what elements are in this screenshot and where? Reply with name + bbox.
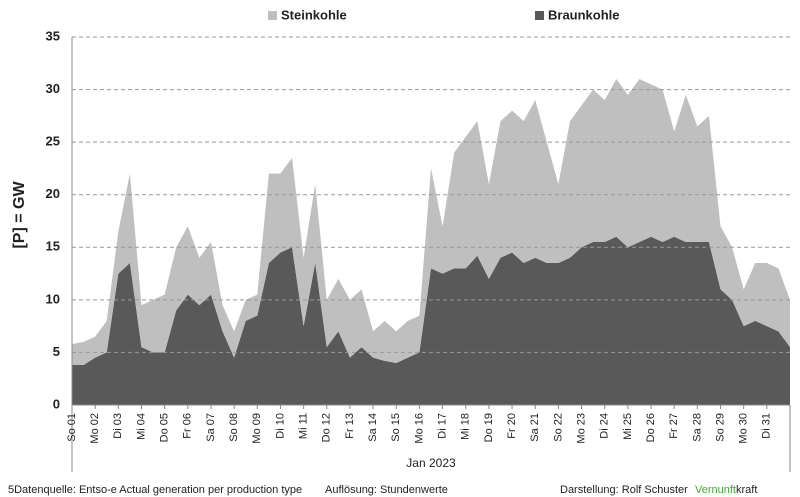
x-tick-label: Mo 09 — [251, 413, 263, 444]
footer-source: 5Datenquelle: Entso-e Actual generation … — [8, 484, 302, 496]
x-tick-label: Di 03 — [112, 413, 124, 439]
legend-label: Braunkohle — [548, 7, 620, 22]
x-tick-label: So 29 — [714, 413, 726, 442]
brand-part: kraft — [736, 484, 757, 496]
y-tick-label: 30 — [46, 81, 60, 96]
x-tick-label: Mi 04 — [135, 413, 147, 440]
y-tick-label: 20 — [46, 186, 60, 201]
footer-author: Darstellung: Rolf Schuster — [560, 484, 688, 496]
y-axis-label: [P] = GW — [11, 181, 28, 249]
x-tick-label: Mo 23 — [575, 413, 587, 444]
x-tick-label: Do 19 — [483, 413, 495, 442]
y-tick-label: 35 — [46, 28, 60, 43]
x-tick-label: Di 24 — [599, 413, 611, 439]
x-axis-label: Jan 2023 — [406, 456, 456, 470]
x-tick-label: Di 17 — [436, 413, 448, 439]
legend-swatch — [535, 11, 544, 20]
x-tick-label: Sa 28 — [691, 413, 703, 442]
x-tick-label: Do 26 — [645, 413, 657, 442]
x-tick-label: Mi 18 — [460, 413, 472, 440]
x-tick-label: Fr 27 — [668, 413, 680, 439]
x-tick-label: Mi 25 — [622, 413, 634, 440]
x-tick-label: So 01 — [66, 413, 78, 442]
x-tick-label: So 08 — [228, 413, 240, 442]
x-tick-label: So 22 — [552, 413, 564, 442]
x-tick-label: Mo 16 — [413, 413, 425, 444]
y-tick-label: 10 — [46, 291, 60, 306]
x-tick-label: Di 31 — [761, 413, 773, 439]
x-tick-label: Sa 14 — [367, 413, 379, 442]
x-tick-label: Mi 11 — [298, 413, 310, 439]
x-tick-label: Fr 13 — [344, 413, 356, 439]
x-tick-label: Do 12 — [321, 413, 333, 442]
legend-swatch — [268, 11, 277, 20]
legend-label: Steinkohle — [281, 7, 347, 22]
y-tick-label: 25 — [46, 134, 60, 149]
x-tick-label: Sa 21 — [529, 413, 541, 442]
x-tick-label: Fr 06 — [182, 413, 194, 439]
brand-part: Vernunft — [695, 484, 736, 496]
y-tick-label: 15 — [46, 239, 60, 254]
x-tick-label: Mo 30 — [738, 413, 750, 444]
x-tick-label: Mo 02 — [89, 413, 101, 444]
x-tick-label: Sa 07 — [205, 413, 217, 442]
area — [72, 79, 790, 366]
x-tick-label: So 15 — [390, 413, 402, 442]
x-tick-label: Do 05 — [159, 413, 171, 442]
y-tick-label: 5 — [53, 344, 60, 359]
footer-brand: Vernunftkraft — [695, 484, 757, 496]
footer-resolution: Auflösung: Stundenwerte — [325, 484, 448, 496]
x-tick-label: Fr 20 — [506, 413, 518, 439]
area — [72, 236, 790, 405]
x-tick-label: Di 10 — [274, 413, 286, 439]
y-tick-label: 0 — [53, 396, 60, 411]
